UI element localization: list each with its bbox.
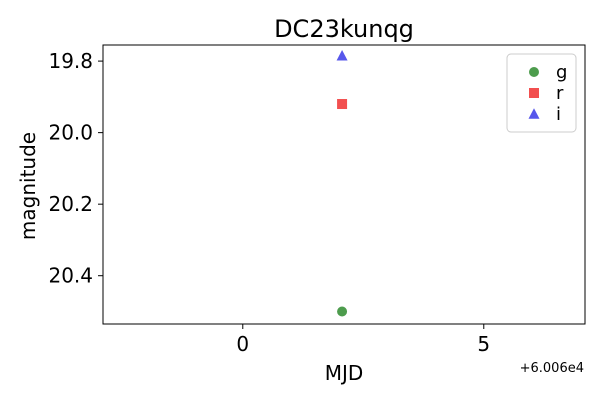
y-tick-label: 20.0 bbox=[48, 121, 93, 145]
y-axis-label: magnitude bbox=[16, 132, 40, 240]
y-tick-label: 20.4 bbox=[48, 264, 93, 288]
legend-frame bbox=[506, 53, 577, 133]
y-tick-label: 19.8 bbox=[48, 49, 93, 73]
data-point-r bbox=[337, 99, 348, 110]
legend-label-g: g bbox=[556, 62, 567, 83]
legend: gri bbox=[506, 53, 577, 133]
y-tick-label: 20.2 bbox=[48, 192, 93, 216]
data-point-g bbox=[337, 306, 348, 317]
data-point-i bbox=[336, 49, 348, 61]
x-tick-label: 0 bbox=[236, 332, 249, 356]
x-axis-label: MJD bbox=[325, 361, 364, 385]
legend-label-i: i bbox=[556, 104, 561, 125]
chart-title: DC23kunqg bbox=[274, 15, 414, 43]
legend-label-r: r bbox=[556, 83, 564, 104]
data-markers bbox=[336, 49, 348, 317]
x-tick-label: 5 bbox=[477, 332, 490, 356]
legend-marker-i bbox=[528, 108, 540, 119]
plot-frame bbox=[102, 44, 586, 325]
y-axis: 19.8 20.0 20.2 20.4 bbox=[48, 49, 103, 288]
legend-marker-g bbox=[529, 67, 539, 77]
legend-marker-r bbox=[529, 88, 539, 98]
x-offset-label: +6.006e4 bbox=[520, 361, 584, 376]
plot-area bbox=[102, 44, 586, 325]
